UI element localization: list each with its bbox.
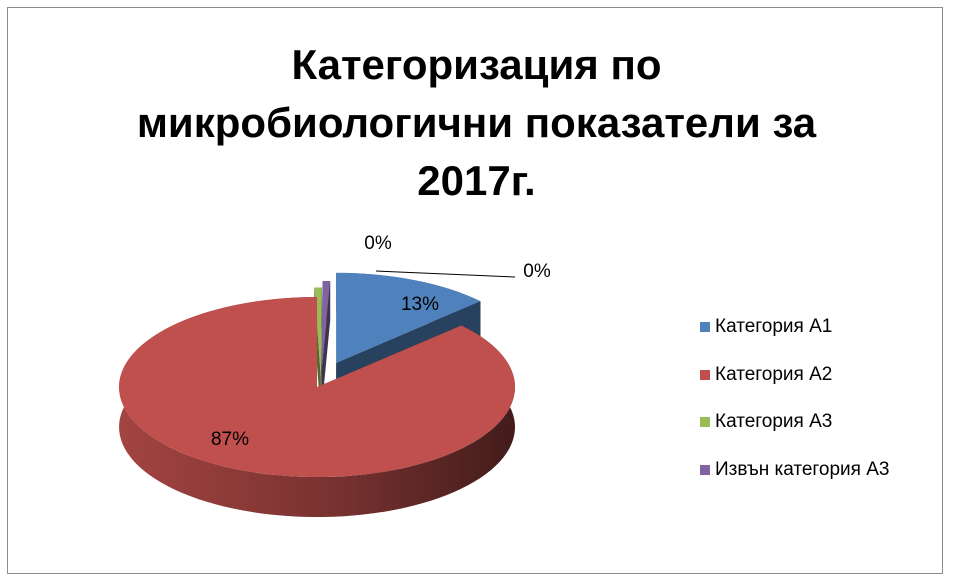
pie-slice-2 — [119, 297, 516, 518]
chart-title-line-1: Категоризация по — [291, 41, 662, 88]
pie-slice-top-4 — [321, 281, 331, 372]
data-label-3: 0% — [523, 261, 551, 282]
chart-title-line-2: микробиологични показатели за — [136, 99, 817, 146]
chart-title: Категоризация по микробиологични показат… — [0, 36, 953, 210]
data-label-2: 87% — [211, 429, 249, 450]
legend-swatch-a2 — [700, 369, 710, 380]
pie-data-labels: 13% 87% 0% 0% — [211, 233, 551, 450]
legend-label-a2: Категория А2 — [715, 363, 833, 385]
data-label-1: 13% — [401, 294, 439, 315]
legend-label-a3: Категория А3 — [715, 411, 833, 432]
chart-legend: Категория А1 Категория А2 Категория А3 И… — [700, 316, 889, 506]
legend-item-a2: Категория А2 — [700, 364, 889, 386]
legend-label-out-a3: Извън категория А3 — [715, 458, 890, 480]
pie-slice-cut-b-4 — [321, 281, 331, 412]
pie-slice-cut-b-3 — [320, 287, 322, 418]
data-label-4: 0% — [364, 233, 392, 254]
legend-item-a1: Категория А1 — [700, 316, 889, 338]
legend-label-a1: Категория А1 — [715, 316, 833, 337]
legend-swatch-out-a3 — [700, 464, 710, 475]
legend-swatch-a3 — [700, 417, 710, 427]
chart-title-line-3: 2017г. — [417, 157, 536, 204]
pie-slices — [119, 272, 516, 518]
legend-swatch-a1 — [700, 322, 710, 332]
pie-slice-top-1 — [336, 272, 481, 363]
pie-slice-top-2 — [119, 297, 516, 478]
legend-item-a3: Категория А3 — [700, 411, 889, 433]
legend-item-out-a3: Извън категория А3 — [700, 459, 889, 481]
leader-line-3 — [375, 270, 516, 278]
pie-slice-4 — [321, 281, 331, 412]
